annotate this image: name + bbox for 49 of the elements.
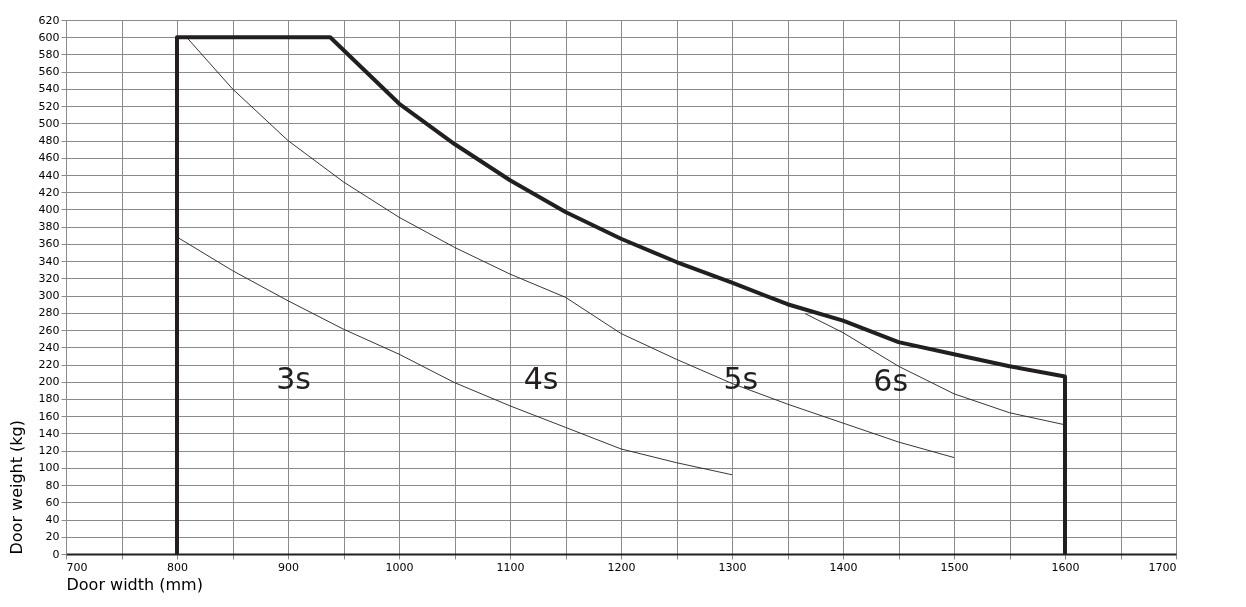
y-tick-label: 540 <box>38 82 60 96</box>
y-axis-title: Door weight (kg) <box>6 420 26 555</box>
y-tick-label: 280 <box>38 306 60 320</box>
y-tick-label: 600 <box>38 30 60 44</box>
y-tick-label: 500 <box>38 116 60 130</box>
annotation: 6s <box>873 362 909 398</box>
x-tick-label: 1600 <box>1051 560 1080 574</box>
y-tick-label: 200 <box>38 375 60 389</box>
y-tick-label: 60 <box>45 495 60 509</box>
y-tick-label: 520 <box>38 99 60 113</box>
y-tick-label: 260 <box>38 323 60 337</box>
y-tick-label: 360 <box>38 237 60 251</box>
y-tick-label: 420 <box>38 185 60 199</box>
y-tick-label: 180 <box>38 392 60 406</box>
y-tick-label: 320 <box>38 271 60 285</box>
x-tick-label: 1300 <box>718 560 747 574</box>
x-tick-label: 1200 <box>607 560 636 574</box>
y-tick-label: 300 <box>38 289 60 303</box>
y-tick-label: 380 <box>38 220 60 234</box>
y-tick-label: 560 <box>38 65 60 79</box>
x-tick-label: 1000 <box>385 560 414 574</box>
y-tick-label: 340 <box>38 254 60 268</box>
y-tick-label: 0 <box>52 547 60 561</box>
y-tick-label: 240 <box>38 340 60 354</box>
y-tick-label: 20 <box>45 530 60 544</box>
x-axis-title: Door width (mm) <box>66 574 203 594</box>
y-tick-label: 440 <box>38 168 60 182</box>
x-tick-label: 700 <box>66 560 88 574</box>
x-tick-label: 1100 <box>496 560 525 574</box>
y-tick-label: 400 <box>38 202 60 216</box>
y-tick-label: 40 <box>45 513 60 527</box>
y-tick-label: 160 <box>38 409 60 423</box>
x-tick-label: 900 <box>278 560 299 574</box>
x-tick-label: 1700 <box>1148 560 1177 574</box>
x-tick-label: 1500 <box>940 560 969 574</box>
y-tick-label: 460 <box>38 151 60 165</box>
y-tick-label: 580 <box>38 47 60 61</box>
annotation: 3s <box>276 361 311 397</box>
annotation: 4s <box>523 361 559 397</box>
x-tick-label: 1400 <box>829 560 858 574</box>
y-tick-label: 620 <box>38 13 60 27</box>
y-tick-label: 80 <box>45 478 60 492</box>
y-tick-label: 100 <box>38 461 60 475</box>
y-tick-label: 140 <box>38 426 60 440</box>
y-tick-label: 220 <box>38 358 60 372</box>
annotation: 5s <box>723 361 759 397</box>
y-tick-label: 120 <box>38 444 60 458</box>
y-tick-label: 480 <box>38 134 60 148</box>
x-tick-label: 800 <box>167 560 188 574</box>
